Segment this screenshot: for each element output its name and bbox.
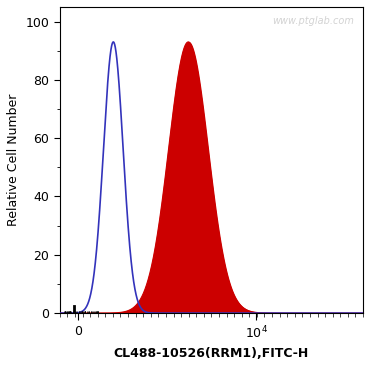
Y-axis label: Relative Cell Number: Relative Cell Number <box>7 94 20 226</box>
Text: www.ptglab.com: www.ptglab.com <box>272 16 354 26</box>
X-axis label: CL488-10526(RRM1),FITC-H: CL488-10526(RRM1),FITC-H <box>114 347 309 360</box>
